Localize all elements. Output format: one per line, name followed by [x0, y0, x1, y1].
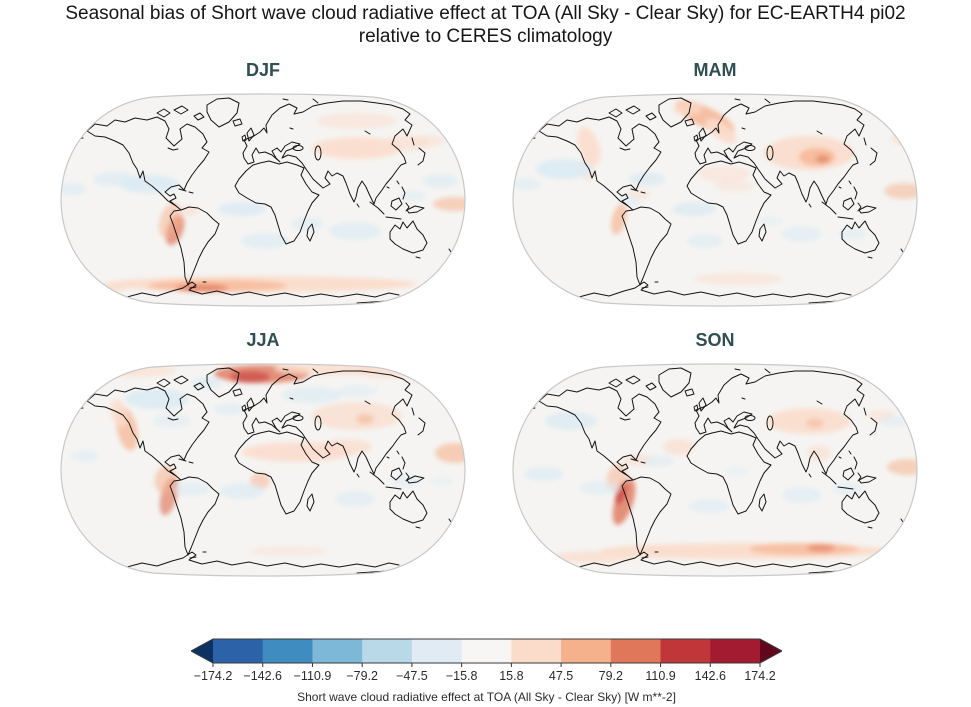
svg-text:−79.2: −79.2 — [346, 669, 378, 683]
figure-title: Seasonal bias of Short wave cloud radiat… — [0, 2, 971, 48]
bias-shading-mam — [513, 100, 917, 285]
panel-title-mam: MAM — [693, 60, 737, 80]
figure-title-line1: Seasonal bias of Short wave cloud radiat… — [65, 3, 906, 24]
colorbar-label: Short wave cloud radiative effect at TOA… — [297, 690, 676, 704]
svg-text:142.6: 142.6 — [695, 669, 726, 683]
map-son — [512, 363, 918, 577]
bias-shading-jja — [71, 364, 465, 556]
svg-text:−47.5: −47.5 — [396, 669, 428, 683]
svg-text:−110.9: −110.9 — [294, 669, 332, 683]
svg-text:174.2: 174.2 — [744, 669, 775, 683]
svg-text:−142.6: −142.6 — [243, 669, 282, 683]
panel-jja: JJA — [57, 328, 469, 579]
panel-son: SON — [509, 328, 921, 579]
map-jja — [60, 363, 466, 577]
panel-title-son: SON — [695, 330, 735, 350]
svg-text:−174.2: −174.2 — [194, 669, 233, 683]
svg-text:15.8: 15.8 — [499, 669, 523, 683]
figure-title-line2: relative to CERES climatology — [358, 26, 613, 47]
panel-title-jja: JJA — [246, 330, 280, 350]
panel-djf: DJF — [57, 58, 469, 309]
svg-text:110.9: 110.9 — [645, 669, 675, 683]
colorbar-scale: −174.2 −142.6 −110.9 −79.2 −47.5 −15.8 15.8 47.… — [189, 638, 784, 689]
map-mam — [512, 93, 918, 307]
panel-title-djf: DJF — [245, 60, 280, 80]
svg-text:79.2: 79.2 — [599, 669, 623, 683]
svg-text:47.5: 47.5 — [549, 669, 573, 683]
panel-mam: MAM — [509, 58, 921, 309]
svg-text:−15.8: −15.8 — [446, 669, 478, 683]
colorbar-svg: −174.2 −142.6 −110.9 −79.2 −47.5 −15.8 15.8 47.… — [189, 638, 784, 683]
map-djf — [60, 93, 466, 307]
colorbar: −174.2 −142.6 −110.9 −79.2 −47.5 −15.8 15.8 47.… — [189, 638, 784, 704]
bias-shading-son — [524, 408, 917, 563]
